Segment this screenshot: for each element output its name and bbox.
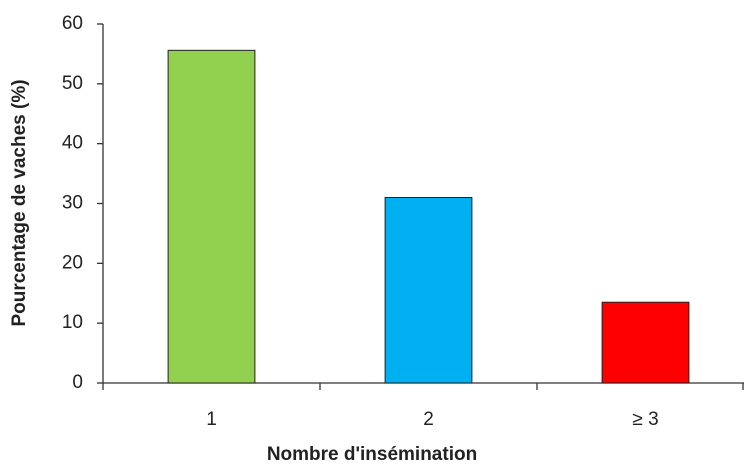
bar — [384, 197, 473, 384]
x-tick-label: 1 — [206, 409, 217, 430]
bar — [601, 301, 690, 384]
bar — [167, 49, 256, 384]
x-axis-label: Nombre d'insémination — [267, 444, 477, 465]
y-tick-label: 20 — [62, 252, 83, 273]
y-tick-label: 60 — [62, 13, 83, 34]
y-tick-label: 10 — [62, 312, 83, 333]
x-tick-label: 2 — [423, 409, 434, 430]
y-tick-label: 50 — [62, 73, 83, 94]
y-axis-label: Pourcentage de vaches (%) — [9, 79, 30, 326]
y-tick-label: 0 — [72, 372, 83, 393]
x-tick-label: ≥ 3 — [632, 409, 658, 430]
y-tick-label: 40 — [62, 133, 83, 154]
y-tick-label: 30 — [62, 193, 83, 214]
